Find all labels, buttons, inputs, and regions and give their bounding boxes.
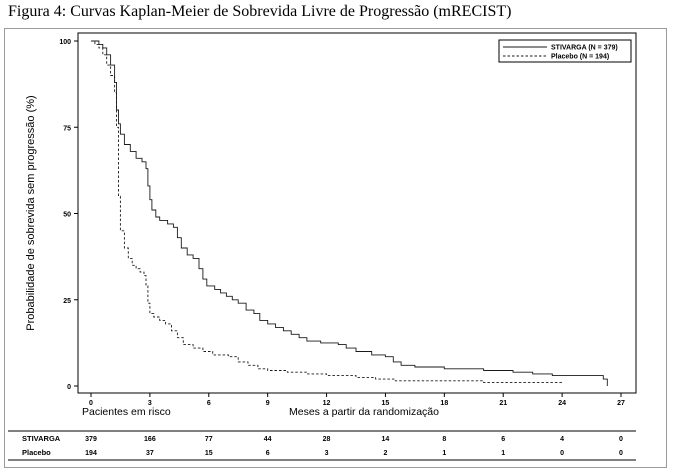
risk-table-title: Pacientes em risco [82, 406, 171, 418]
placebo-survival-curve [91, 40, 563, 384]
risk-count: 194 [85, 450, 97, 457]
plot-border [77, 32, 637, 394]
x-tick-label: 9 [266, 400, 270, 407]
x-tick-label: 0 [89, 400, 93, 407]
y-tick-label: 100 [59, 39, 71, 46]
legend-entry: Placebo (N = 194) [551, 54, 609, 61]
x-axis: 0 3 6 9 12 15 18 21 24 27 [89, 393, 625, 407]
risk-count: 44 [264, 436, 272, 443]
risk-count: 0 [619, 436, 623, 443]
risk-count: 379 [85, 436, 97, 443]
risk-table: STIVARGA 379 166 77 44 28 14 8 6 4 0 Placebo 194 37 15… [8, 430, 636, 461]
x-tick-label: 24 [558, 400, 566, 407]
x-tick-label: 3 [148, 400, 152, 407]
risk-count: 166 [144, 436, 156, 443]
legend-entry: STIVARGA (N = 379) [551, 45, 618, 52]
risk-count: 6 [501, 436, 505, 443]
figure-title: Figura 4: Curvas Kaplan-Meier de Sobrevi… [8, 3, 512, 20]
risk-count: 6 [266, 450, 270, 457]
risk-row-label: STIVARGA [22, 434, 61, 443]
risk-count: 37 [146, 450, 154, 457]
risk-count: 77 [205, 436, 213, 443]
risk-count: 2 [383, 450, 387, 457]
risk-count: 8 [442, 436, 446, 443]
risk-count: 3 [325, 450, 329, 457]
risk-count: 0 [560, 450, 564, 457]
x-tick-label: 18 [440, 400, 448, 407]
y-tick-label: 50 [63, 212, 71, 219]
risk-count: 4 [560, 436, 564, 443]
x-tick-label: 12 [323, 400, 331, 407]
x-tick-label: 6 [207, 400, 211, 407]
risk-count: 1 [501, 450, 505, 457]
plot-area [77, 32, 637, 394]
y-axis-label: Probabilidade de sobrevida sem progressã… [25, 95, 37, 330]
x-axis-label: Meses a partir da randomização [289, 406, 439, 418]
x-tick-label: 15 [382, 400, 390, 407]
stivarga-survival-curve [91, 40, 608, 386]
legend-box [498, 39, 632, 63]
risk-count: 1 [442, 450, 446, 457]
risk-count: 15 [205, 450, 213, 457]
risk-count: 28 [323, 436, 331, 443]
risk-count: 0 [619, 450, 623, 457]
y-tick-label: 75 [63, 125, 71, 132]
legend: STIVARGA (N = 379) Placebo (N = 194) [498, 39, 632, 63]
risk-row-label: Placebo [22, 448, 51, 457]
series-layer [91, 40, 608, 386]
x-tick-label: 21 [499, 400, 507, 407]
y-tick-label: 0 [67, 384, 71, 391]
risk-count: 14 [382, 436, 390, 443]
figure-frame [4, 28, 667, 468]
y-tick-label: 25 [63, 298, 71, 305]
y-axis: 0 25 50 75 100 [59, 39, 78, 391]
x-tick-label: 27 [617, 400, 625, 407]
